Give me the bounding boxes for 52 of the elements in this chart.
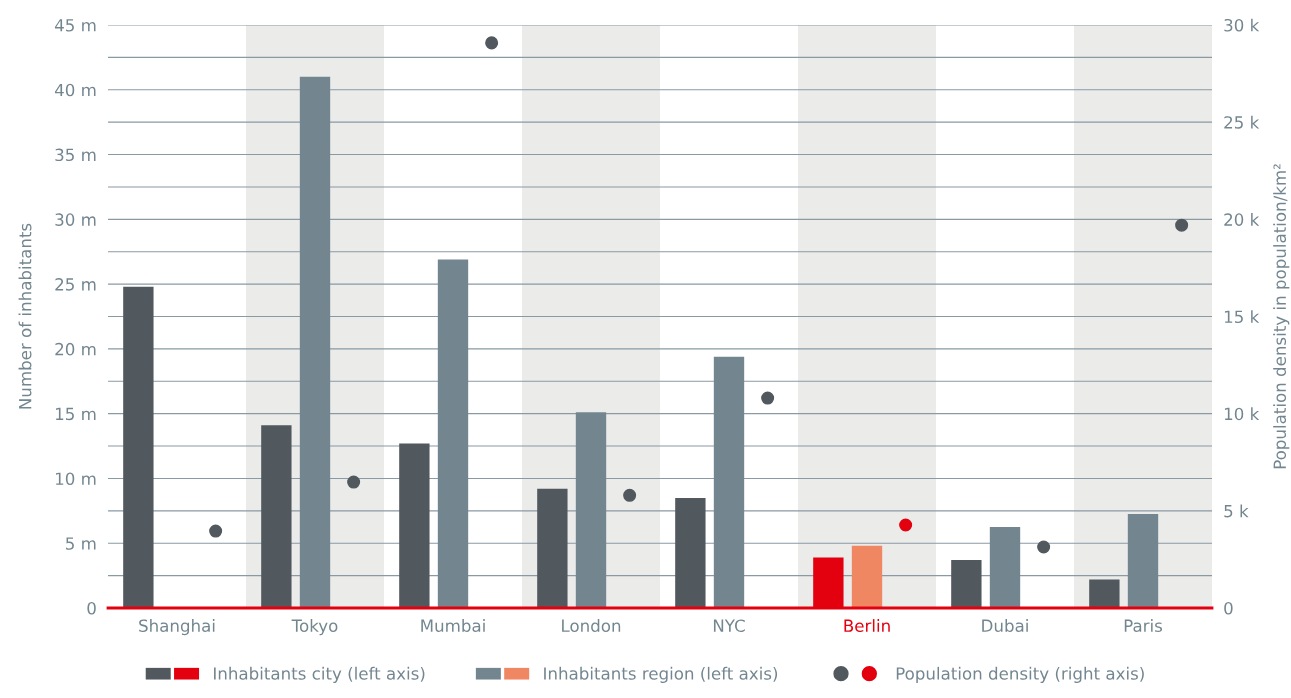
point bbox=[761, 391, 775, 405]
x-tick-label: Berlin bbox=[844, 619, 890, 633]
legend-label: Inhabitants region (left axis) bbox=[544, 666, 778, 683]
bar bbox=[399, 443, 430, 608]
x-tick-label: Mumbai bbox=[421, 619, 485, 633]
bar bbox=[951, 560, 982, 608]
y2-tick-label: 30 k bbox=[1224, 18, 1260, 32]
bar bbox=[1089, 579, 1120, 608]
bar bbox=[261, 425, 292, 608]
y-tick-label: 35 m bbox=[55, 148, 96, 162]
y-tick-label: 40 m bbox=[54, 83, 96, 97]
y-tick-label: 0 bbox=[87, 601, 96, 615]
point bbox=[1037, 540, 1051, 554]
bar bbox=[851, 545, 883, 608]
y2-axis-title: Population density in population/km² bbox=[1273, 164, 1290, 469]
y2-tick-label: 10 k bbox=[1224, 407, 1260, 421]
y2-tick-label: 25 k bbox=[1224, 115, 1260, 129]
y-tick-label: 20 m bbox=[55, 342, 96, 356]
y-tick-label: 10 m bbox=[55, 472, 96, 486]
y2-tick-label: 20 k bbox=[1224, 213, 1260, 226]
y-tick-label: 25 m bbox=[55, 278, 96, 291]
point bbox=[347, 475, 361, 489]
bar bbox=[989, 527, 1021, 608]
x-tick-label: Shanghai bbox=[139, 619, 215, 636]
y-tick-label: 5 m bbox=[66, 537, 96, 550]
y-axis-title: Number of inhabitants bbox=[18, 223, 32, 409]
bar bbox=[299, 76, 331, 608]
x-tick-label: London bbox=[562, 619, 621, 633]
y2-tick-label: 5 k bbox=[1224, 504, 1249, 518]
legend-label: Inhabitants city (left axis) bbox=[214, 666, 425, 683]
point bbox=[209, 524, 223, 538]
y-tick-label: 30 m bbox=[55, 213, 96, 226]
x-tick-label: NYC bbox=[713, 619, 745, 633]
bar bbox=[1127, 514, 1159, 608]
point bbox=[485, 36, 499, 50]
legend-label: Population density (right axis) bbox=[896, 666, 1144, 683]
bar bbox=[437, 259, 469, 608]
y2-tick-label: 15 k bbox=[1224, 310, 1260, 324]
bar bbox=[537, 488, 568, 608]
bar bbox=[713, 356, 745, 608]
x-tick-label: Paris bbox=[1124, 619, 1163, 633]
y-tick-label: 15 m bbox=[55, 407, 96, 421]
bar bbox=[575, 412, 607, 608]
point bbox=[1175, 218, 1189, 232]
x-tick-label: Tokyo bbox=[291, 619, 338, 636]
point bbox=[899, 518, 913, 532]
bar bbox=[123, 286, 154, 608]
x-tick-label: Dubai bbox=[982, 619, 1028, 633]
y2-tick-label: 0 bbox=[1224, 601, 1233, 615]
y-tick-label: 45 m bbox=[54, 19, 96, 32]
bar bbox=[675, 497, 706, 608]
point bbox=[623, 488, 637, 502]
